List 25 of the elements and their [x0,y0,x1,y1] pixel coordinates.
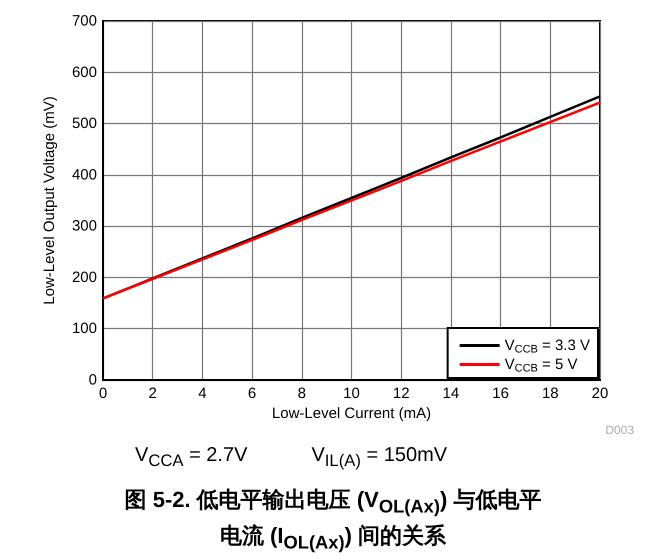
y-tick-label: 400 [72,166,97,184]
text: V$_{CCA}$ = 2.7V [135,444,248,471]
chart-title: 图 5-2. 低电平输出电压 (V$_{OL(Ax)}$) 与低电平电流 (I$_{OL(Ax)}$) 间的关系 [124,487,542,553]
y-tick-label: 300 [72,218,97,235]
x-tick-label: 2 [148,385,157,402]
x-tick-label: 10 [343,385,360,402]
x-tick-label: 4 [198,385,207,402]
x-tick-label: 20 [592,385,608,402]
x-tick-label: 6 [248,385,256,402]
y-tick-label: 500 [72,115,97,132]
x-axis-title: Low-Level Current (mA) [272,404,432,422]
y-tick-label: 100 [72,320,97,338]
y-tick-label: 0 [88,372,97,388]
x-tick-label: 18 [542,385,559,402]
y-axis-title: Low-Level Output Voltage (mV) [41,96,58,305]
text: V$_{IL(A)}$ = 150mV [311,444,448,471]
y-tick-label: 200 [72,268,97,286]
x-tick-label: 12 [392,385,410,402]
x-tick-label: 0 [98,385,108,402]
x-tick-label: 8 [298,385,306,402]
y-tick-label: 600 [72,64,97,81]
text: D003 [605,423,634,437]
x-tick-label: 16 [492,385,509,402]
y-tick-label: 700 [72,12,97,30]
x-tick-label: 14 [442,385,460,402]
